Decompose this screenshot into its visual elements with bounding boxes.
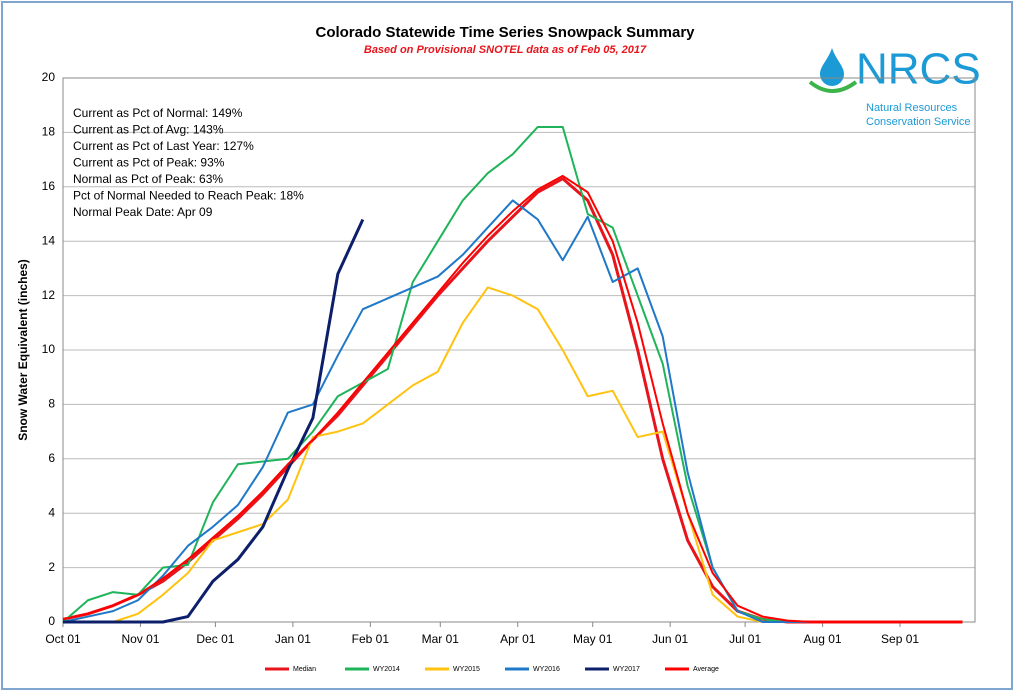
legend-label: WY2015: [453, 666, 480, 673]
annotation: Current as Pct of Last Year: 127%: [73, 139, 254, 153]
logo-drop: [820, 48, 844, 86]
y-tick-label: 8: [48, 397, 55, 411]
logo-swoosh: [808, 80, 858, 93]
annotation: Normal Peak Date: Apr 09: [73, 205, 213, 219]
annotation: Pct of Normal Needed to Reach Peak: 18%: [73, 189, 304, 203]
x-tick-label: Feb 01: [352, 632, 390, 646]
x-tick-label: Sep 01: [881, 632, 919, 646]
legend-label: WY2016: [533, 666, 560, 673]
logo: NRCS Natural Resources Conservation Serv…: [808, 45, 981, 128]
logo-name: NRCS: [856, 45, 981, 94]
x-tick-label: Dec 01: [196, 632, 234, 646]
series-line: [62, 174, 963, 623]
y-tick-label: 12: [42, 288, 56, 302]
legend-label: WY2017: [613, 666, 640, 673]
legend-label: Average: [693, 666, 719, 673]
series-line: [63, 218, 365, 624]
chart-subtitle: Based on Provisional SNOTEL data as of F…: [364, 44, 647, 56]
y-tick-label: 0: [48, 614, 55, 628]
x-tick-label: Jan 01: [275, 632, 311, 646]
y-tick-label: 14: [42, 233, 56, 247]
legend-label: WY2014: [373, 666, 400, 673]
y-tick-label: 16: [42, 179, 56, 193]
x-tick-label: Oct 01: [45, 632, 81, 646]
legend-label: Median: [293, 666, 316, 673]
y-tick-label: 2: [48, 560, 55, 574]
x-tick-label: Apr 01: [500, 632, 536, 646]
x-tick-label: Aug 01: [804, 632, 842, 646]
logo-line: Conservation Service: [866, 116, 971, 128]
x-tick-label: May 01: [573, 632, 613, 646]
annotation: Current as Pct of Avg: 143%: [73, 123, 224, 137]
x-tick-label: Jun 01: [652, 632, 688, 646]
y-tick-label: 6: [48, 451, 55, 465]
y-tick-label: 10: [42, 342, 56, 356]
x-tick-label: Mar 01: [422, 632, 460, 646]
annotation: Current as Pct of Normal: 149%: [73, 106, 243, 120]
y-axis-label: Snow Water Equivalent (inches): [16, 259, 30, 441]
annotation: Current as Pct of Peak: 93%: [73, 156, 225, 170]
plot-border: [62, 77, 976, 623]
x-tick-label: Nov 01: [121, 632, 159, 646]
logo-line: Natural Resources: [866, 102, 958, 114]
y-tick-label: 20: [42, 70, 56, 84]
y-tick-label: 4: [48, 505, 55, 519]
x-tick-label: Jul 01: [729, 632, 761, 646]
y-tick-label: 18: [42, 125, 56, 139]
chart-title: Colorado Statewide Time Series Snowpack …: [315, 24, 695, 41]
annotation: Normal as Pct of Peak: 63%: [73, 172, 223, 186]
